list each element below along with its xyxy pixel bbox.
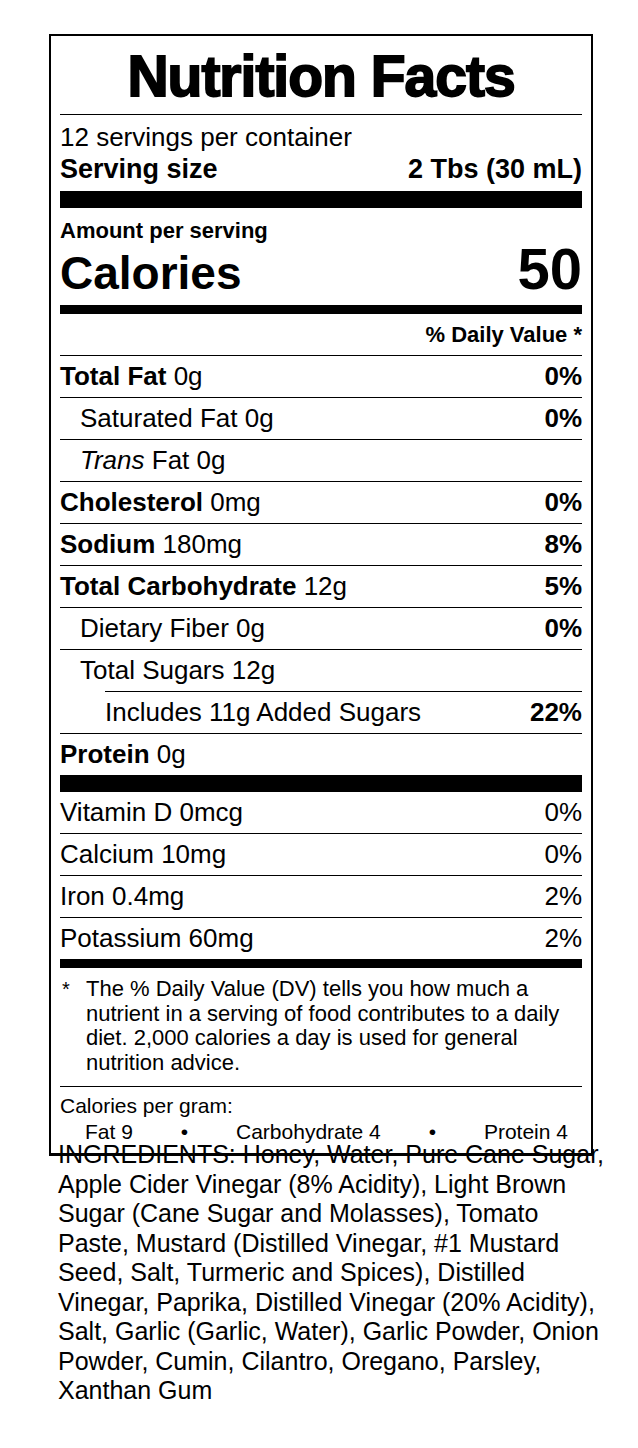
row-total-sugars: Total Sugars 12g [60, 649, 582, 691]
row-potassium: Potassium 60mg 2% [60, 917, 582, 959]
thick-rule [60, 191, 582, 208]
row-calcium: Calcium 10mg 0% [60, 833, 582, 875]
ingredients-statement: INGREDIENTS: Honey, Water, Pure Cane Sug… [58, 1140, 614, 1406]
vitamin-rows: Vitamin D 0mcg 0% Calcium 10mg 0% Iron 0.4mg… [60, 792, 582, 959]
nutrient-daily-value: 0% [544, 404, 582, 432]
nutrient-name: Dietary Fiber 0g [60, 614, 265, 642]
nutrient-name: Protein 0g [60, 740, 186, 768]
nutrient-name: Total Fat 0g [60, 362, 203, 390]
medium-rule [60, 305, 582, 314]
row-sodium: Sodium 180mg 8% [60, 523, 582, 565]
row-protein: Protein 0g [60, 733, 582, 775]
row-iron: Iron 0.4mg 2% [60, 875, 582, 917]
calories-row: Calories 50 [60, 241, 582, 305]
row-vitamin-d: Vitamin D 0mcg 0% [60, 792, 582, 833]
nutrient-name: Iron 0.4mg [60, 882, 184, 910]
serving-size-value: 2 Tbs (30 mL) [408, 153, 582, 186]
nutrient-name: Includes 11g Added Sugars [105, 698, 421, 726]
calories-per-gram-label: Calories per gram: [60, 1093, 582, 1118]
row-total-fat: Total Fat 0g 0% [60, 355, 582, 397]
label-title: Nutrition Facts [60, 40, 582, 114]
nutrient-daily-value: 5% [544, 572, 582, 600]
serving-size-row: Serving size 2 Tbs (30 mL) [60, 153, 582, 191]
nutrient-name: Calcium 10mg [60, 840, 226, 868]
row-trans-fat: Trans Fat 0g [60, 439, 582, 481]
footnote-asterisk: * [62, 977, 86, 1075]
calories-value: 50 [517, 241, 582, 297]
nutrient-daily-value: 0% [544, 488, 582, 516]
nutrient-name: Cholesterol 0mg [60, 488, 261, 516]
nutrient-daily-value: 2% [544, 924, 582, 952]
nutrient-name: Trans Fat 0g [60, 446, 225, 474]
row-total-carbohydrate: Total Carbohydrate 12g 5% [60, 565, 582, 607]
thick-rule [60, 775, 582, 792]
nutrition-facts-label: Nutrition Facts 12 servings per containe… [49, 34, 593, 1156]
serving-size-label: Serving size [60, 153, 218, 186]
row-added-sugars: Includes 11g Added Sugars 22% [105, 691, 582, 733]
nutrient-daily-value: 8% [544, 530, 582, 558]
page: { "label": { "title": "Nutrition Facts",… [0, 0, 638, 1448]
nutrient-name: Total Sugars 12g [60, 656, 275, 684]
nutrient-name: Potassium 60mg [60, 924, 254, 952]
nutrient-daily-value: 0% [544, 840, 582, 868]
nutrient-name: Vitamin D 0mcg [60, 798, 243, 826]
daily-value-header: % Daily Value * [60, 314, 582, 355]
calories-label: Calories [60, 247, 242, 299]
nutrient-daily-value: 0% [544, 798, 582, 826]
nutrient-name: Sodium 180mg [60, 530, 242, 558]
nutrient-rows: Total Fat 0g 0% Saturated Fat 0g 0% Trans Fa… [60, 355, 582, 775]
footnote-text: The % Daily Value (DV) tells you how muc… [86, 977, 578, 1075]
nutrient-daily-value: 0% [544, 614, 582, 642]
nutrient-name: Saturated Fat 0g [60, 404, 274, 432]
nutrient-daily-value: 2% [544, 882, 582, 910]
servings-per-container: 12 servings per container [60, 115, 582, 153]
nutrient-daily-value: 0% [544, 362, 582, 390]
row-dietary-fiber: Dietary Fiber 0g 0% [60, 607, 582, 649]
daily-value-footnote: * The % Daily Value (DV) tells you how m… [60, 968, 582, 1086]
row-saturated-fat: Saturated Fat 0g 0% [60, 397, 582, 439]
nutrient-daily-value: 22% [530, 698, 582, 726]
medium-rule [60, 959, 582, 968]
amount-per-serving-label: Amount per serving [60, 218, 582, 243]
row-cholesterol: Cholesterol 0mg 0% [60, 481, 582, 523]
nutrient-name: Total Carbohydrate 12g [60, 572, 347, 600]
